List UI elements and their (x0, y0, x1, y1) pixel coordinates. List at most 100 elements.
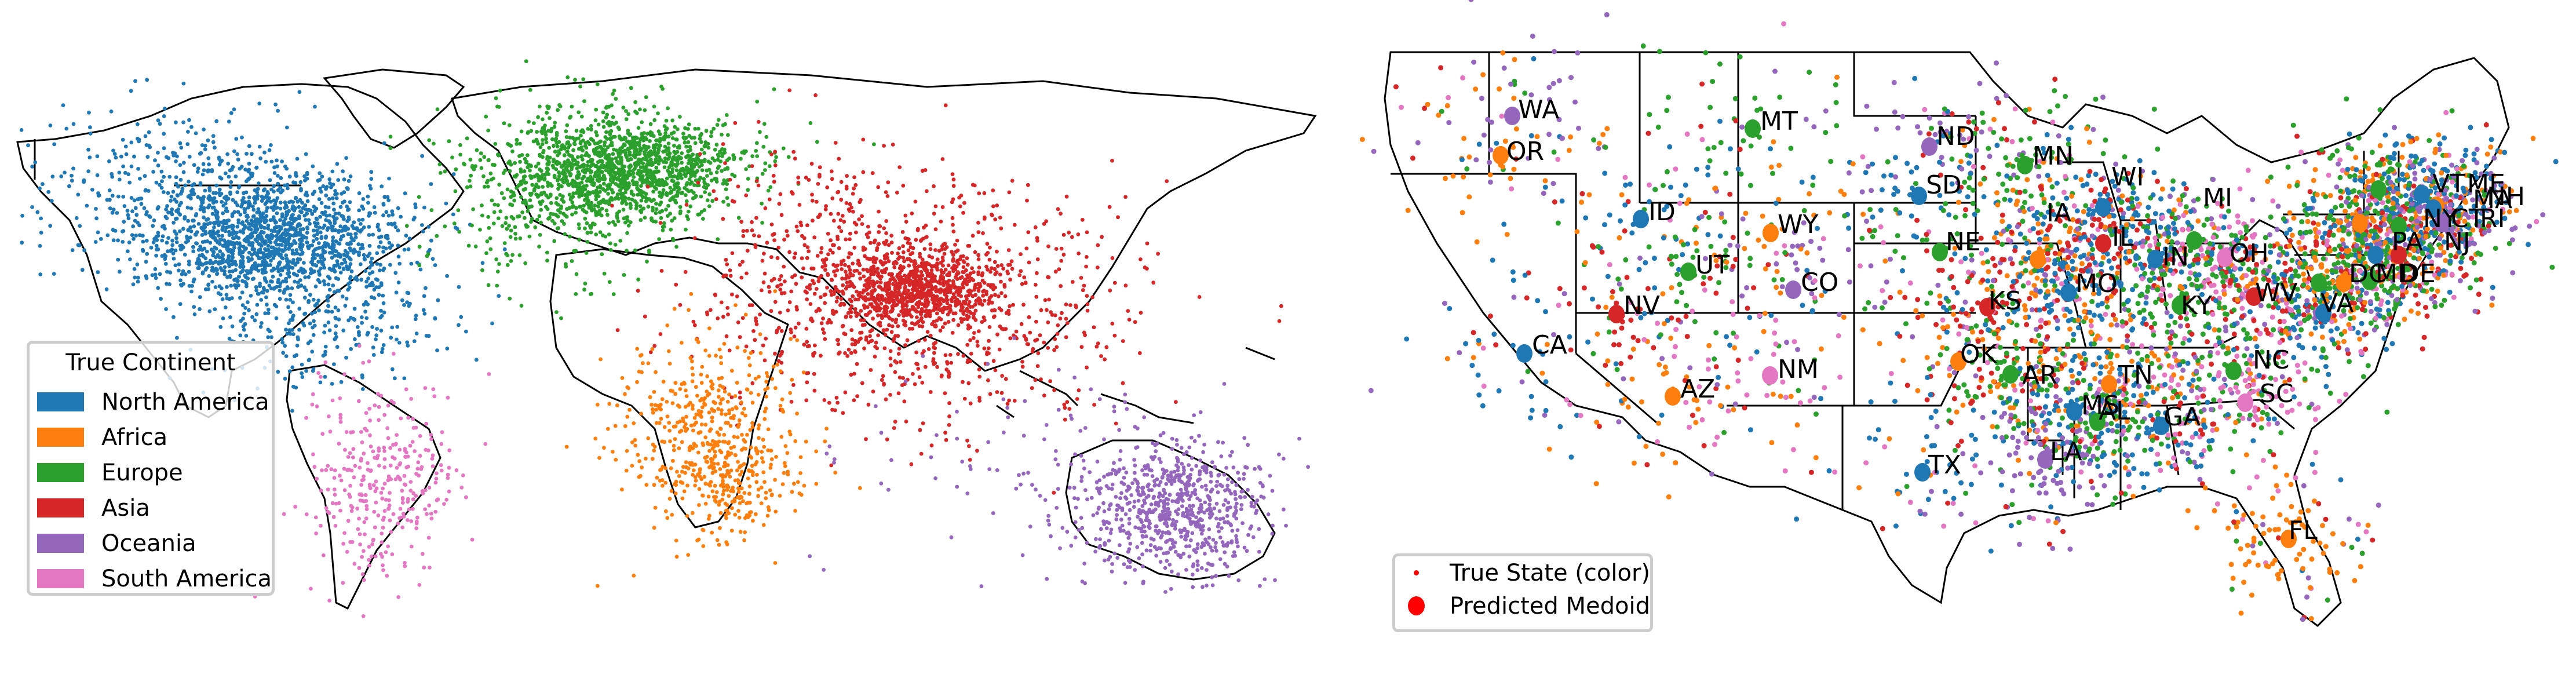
state-label-mi: MI (2203, 183, 2232, 213)
state-label-ks: KS (1988, 286, 2022, 316)
swatch-oceania (37, 534, 84, 553)
state-label-oh: OH (2230, 239, 2269, 268)
state-label-mt: MT (1760, 107, 1798, 136)
legend-label: North America (101, 388, 269, 415)
state-label-nh: NH (2487, 182, 2525, 212)
medoid-or (1493, 146, 1509, 165)
medoid-sd (1911, 187, 1927, 205)
medoid-wy (1763, 224, 1779, 242)
world-map-plot (16, 59, 1317, 618)
medoid-de (2362, 272, 2378, 290)
legend-entry-north-america: North America (30, 384, 272, 420)
medoid-id (1633, 210, 1649, 228)
medoid-dc (2311, 274, 2327, 292)
medoid-ne (1932, 243, 1948, 261)
state-label-nd: ND (1936, 122, 1975, 151)
state-label-nc: NC (2253, 345, 2290, 375)
medoid-mt (1745, 119, 1761, 138)
state-label-dc: DC (2349, 259, 2387, 289)
medoid-wv (2246, 287, 2262, 306)
medoid-ut (1680, 263, 1696, 281)
medoid-nj (2391, 246, 2407, 264)
state-label-sc: SC (2260, 379, 2294, 409)
medoid-wi (2095, 198, 2111, 217)
state-label-mo: MO (2075, 269, 2118, 298)
state-label-tx: TX (1928, 450, 1962, 480)
medoid-la (2037, 450, 2053, 469)
state-label-al: AL (2099, 396, 2130, 426)
state-label-ms: MS (2081, 391, 2119, 420)
state-label-vt: VT (2432, 169, 2465, 199)
medoid-ar (2002, 365, 2019, 384)
state-label-ga: GA (2163, 402, 2201, 432)
state-label-la: LA (2050, 437, 2082, 466)
legend-entry-africa: Africa (30, 420, 272, 455)
medoid-ca (1516, 344, 1533, 363)
state-label-nj: NJ (2444, 227, 2471, 257)
medoid-ia (2030, 250, 2046, 269)
state-label-md: MD (2376, 259, 2417, 289)
medoid-pa (2367, 246, 2384, 264)
medoid-md (2336, 274, 2352, 292)
state-label-ca: CA (1532, 330, 1567, 360)
state-label-il: IL (2112, 223, 2134, 252)
medoid-mi (2186, 231, 2202, 250)
medoid-va (2315, 304, 2331, 322)
state-label-me: ME (2467, 169, 2505, 199)
state-label-fl: FL (2289, 516, 2318, 545)
swatch-asia (37, 498, 84, 517)
legend-entry-europe: Europe (30, 455, 272, 490)
state-label-ok: OK (1960, 340, 1997, 369)
us-map-plot (1359, 0, 2559, 627)
state-label-ut: UT (1695, 250, 1730, 280)
state-label-ny: NY (2423, 204, 2458, 234)
medoid-az (1665, 387, 1681, 406)
state-label-pa: PA (2392, 227, 2423, 257)
state-label-tn: TN (2118, 360, 2153, 390)
state-label-co: CO (1801, 268, 1839, 297)
medoid-in (2147, 250, 2163, 268)
medoid-co (1785, 280, 1801, 299)
legend-entry-predicted-medoid: Predicted Medoid (1395, 589, 1650, 622)
state-label-ri: RI (2480, 204, 2505, 234)
medoid-tn (2101, 375, 2117, 393)
swatch-south-america (37, 569, 84, 588)
medoid-vt (2370, 180, 2387, 199)
state-label-mn: MN (2033, 141, 2074, 171)
medoid-ny (2352, 214, 2368, 232)
medoid-ct (2391, 217, 2407, 235)
state-label-az: AZ (1680, 374, 1716, 404)
state-label-wa: WA (1518, 95, 1560, 125)
us-scatter-points (1359, 0, 2559, 622)
swatch-europe (37, 463, 84, 482)
legend-entry-true-state: True State (color) (1395, 556, 1650, 589)
state-label-ia: IA (2046, 198, 2072, 228)
state-label-in: IN (2162, 242, 2189, 272)
state-label-id: ID (1648, 197, 1676, 227)
legend-label: Predicted Medoid (1450, 592, 1650, 619)
world-scatter-points (19, 59, 1311, 618)
world-map-panel: True Continent North America Africa Euro… (16, 59, 1317, 618)
medoid-ok (1950, 352, 1966, 371)
state-label-ct: CT (2451, 204, 2484, 234)
state-label-ky: KY (2181, 291, 2213, 320)
medoid-mn (2017, 156, 2033, 174)
legend-label: True State (color) (1450, 559, 1650, 586)
medoid-ma (2425, 199, 2442, 218)
medoid-ri (2434, 214, 2450, 232)
small-dot-icon (1413, 570, 1419, 575)
medoid-ga (2153, 417, 2169, 435)
legend-label: Africa (101, 424, 168, 451)
medoid-nv (1608, 305, 1625, 323)
state-label-wi: WI (2111, 162, 2144, 192)
state-label-wy: WY (1778, 210, 1819, 239)
legend-label: Asia (101, 494, 150, 522)
medoid-ms (2066, 402, 2082, 421)
legend-label: South America (101, 565, 272, 592)
legend-entry-oceania: Oceania (30, 526, 272, 561)
medoid-tx (1914, 463, 1931, 482)
state-label-de: DE (2400, 259, 2436, 289)
swatch-africa (37, 428, 84, 447)
state-label-ma: MA (2473, 185, 2513, 214)
us-map-panel: WA OR MT ID WY UT CO NV CA AZ NM ND SD MN WI MI IA NE IL IN… (1333, 0, 2576, 678)
